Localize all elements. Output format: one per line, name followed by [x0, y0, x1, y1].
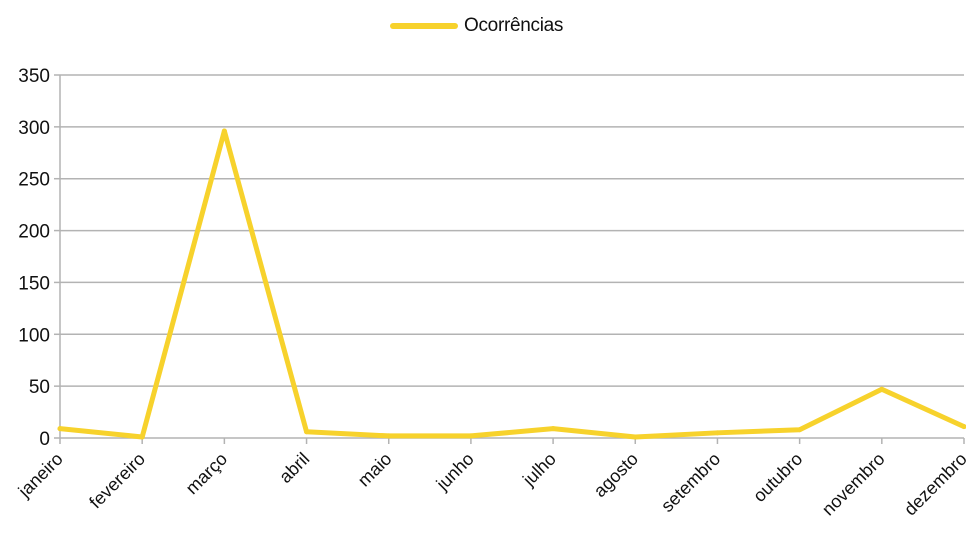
data-point — [386, 433, 391, 438]
data-point — [879, 387, 884, 392]
data-point — [304, 429, 309, 434]
x-tick-label: janeiro — [14, 449, 67, 502]
x-tick-label: junho — [432, 449, 478, 495]
y-tick-label: 200 — [18, 222, 50, 243]
data-point — [551, 426, 556, 431]
y-tick-label: 150 — [18, 273, 50, 294]
data-point — [715, 430, 720, 435]
x-tick-label: maio — [354, 449, 396, 491]
x-tick-label: outubro — [749, 449, 806, 506]
y-tick-label: 350 — [18, 66, 50, 87]
x-tick-label: novembro — [818, 449, 889, 520]
x-tick-label: março — [182, 449, 232, 499]
legend-swatch — [390, 23, 458, 29]
data-point — [633, 434, 638, 439]
x-tick-label: fevereiro — [85, 449, 149, 513]
x-tick-label: julho — [518, 449, 560, 491]
data-point — [797, 427, 802, 432]
x-tick-label: abril — [275, 449, 313, 487]
legend-label: Ocorrências — [464, 15, 563, 37]
y-tick-label: 300 — [18, 118, 50, 139]
legend: Ocorrências — [390, 12, 563, 40]
x-tick-label: dezembro — [900, 449, 966, 520]
y-tick-label: 100 — [18, 325, 50, 346]
y-tick-label: 50 — [29, 377, 50, 398]
data-point — [222, 129, 227, 134]
series-line — [60, 131, 964, 437]
data-point — [58, 426, 63, 431]
data-point — [468, 433, 473, 438]
x-tick-label: agosto — [590, 449, 642, 501]
y-tick-label: 0 — [39, 429, 50, 450]
data-point — [140, 434, 145, 439]
y-tick-label: 250 — [18, 170, 50, 191]
x-tick-label: setembro — [657, 449, 724, 516]
